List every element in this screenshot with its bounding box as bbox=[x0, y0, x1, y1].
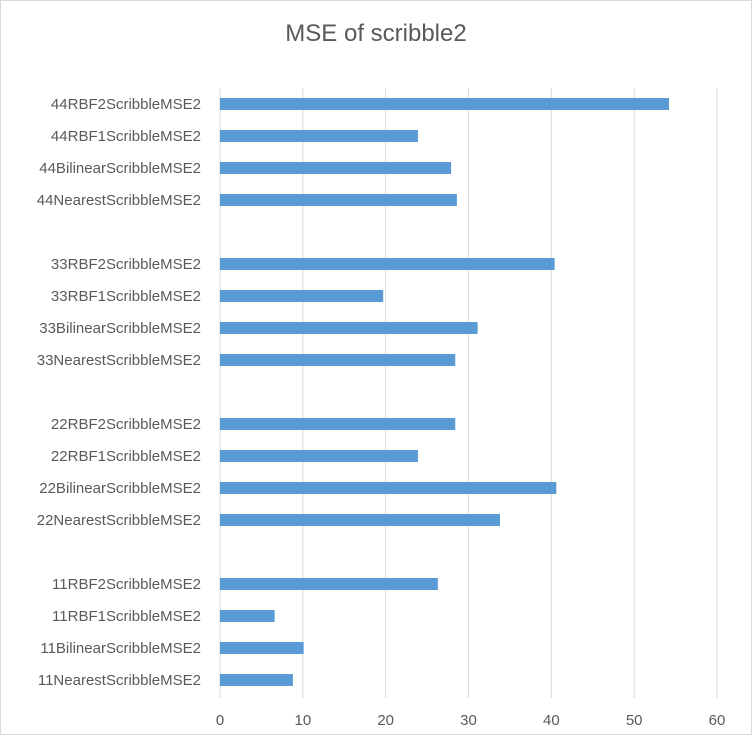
category-label: 44BilinearScribbleMSE2 bbox=[39, 160, 201, 177]
bar bbox=[220, 610, 275, 622]
category-label: 44NearestScribbleMSE2 bbox=[37, 192, 201, 209]
category-label: 22NearestScribbleMSE2 bbox=[37, 512, 201, 529]
bar bbox=[220, 98, 669, 110]
x-tick-label: 40 bbox=[543, 712, 560, 729]
bar bbox=[220, 162, 452, 174]
category-label: 11RBF1ScribbleMSE2 bbox=[52, 608, 201, 625]
bar bbox=[220, 642, 304, 654]
x-tick-label: 20 bbox=[377, 712, 394, 729]
category-label: 44RBF1ScribbleMSE2 bbox=[51, 128, 201, 145]
bar bbox=[220, 258, 555, 270]
grid-layer bbox=[219, 88, 718, 698]
category-label: 22BilinearScribbleMSE2 bbox=[39, 480, 201, 497]
category-label: 33RBF2ScribbleMSE2 bbox=[51, 256, 201, 273]
chart-title: MSE of scribble2 bbox=[285, 20, 467, 47]
bar bbox=[220, 578, 438, 590]
x-tick-label: 60 bbox=[709, 712, 726, 729]
category-label: 44RBF2ScribbleMSE2 bbox=[51, 96, 201, 113]
category-label: 11BilinearScribbleMSE2 bbox=[40, 640, 201, 657]
bar bbox=[220, 450, 418, 462]
bar bbox=[220, 290, 384, 302]
bar bbox=[220, 130, 418, 142]
x-tick-label: 10 bbox=[294, 712, 311, 729]
bar bbox=[220, 354, 456, 366]
category-label: 22RBF2ScribbleMSE2 bbox=[51, 416, 201, 433]
bar bbox=[220, 418, 456, 430]
label-layer: 0 10 20 30 40 50 60 44RBF2ScribbleMSE2 44RBF1Scr… bbox=[37, 96, 726, 729]
category-label: 33NearestScribbleMSE2 bbox=[37, 352, 201, 369]
category-label: 11NearestScribbleMSE2 bbox=[38, 672, 201, 689]
x-tick-label: 0 bbox=[216, 712, 224, 729]
bar bbox=[220, 674, 293, 686]
bar bbox=[220, 482, 557, 494]
bar bbox=[220, 194, 457, 206]
category-label: 22RBF1ScribbleMSE2 bbox=[51, 448, 201, 465]
category-label: 11RBF2ScribbleMSE2 bbox=[52, 576, 201, 593]
category-label: 33RBF1ScribbleMSE2 bbox=[51, 288, 201, 305]
x-tick-label: 30 bbox=[460, 712, 477, 729]
category-label: 33BilinearScribbleMSE2 bbox=[39, 320, 201, 337]
bar bbox=[220, 514, 500, 526]
bar-layer bbox=[220, 98, 669, 686]
x-tick-label: 50 bbox=[626, 712, 643, 729]
bar bbox=[220, 322, 478, 334]
